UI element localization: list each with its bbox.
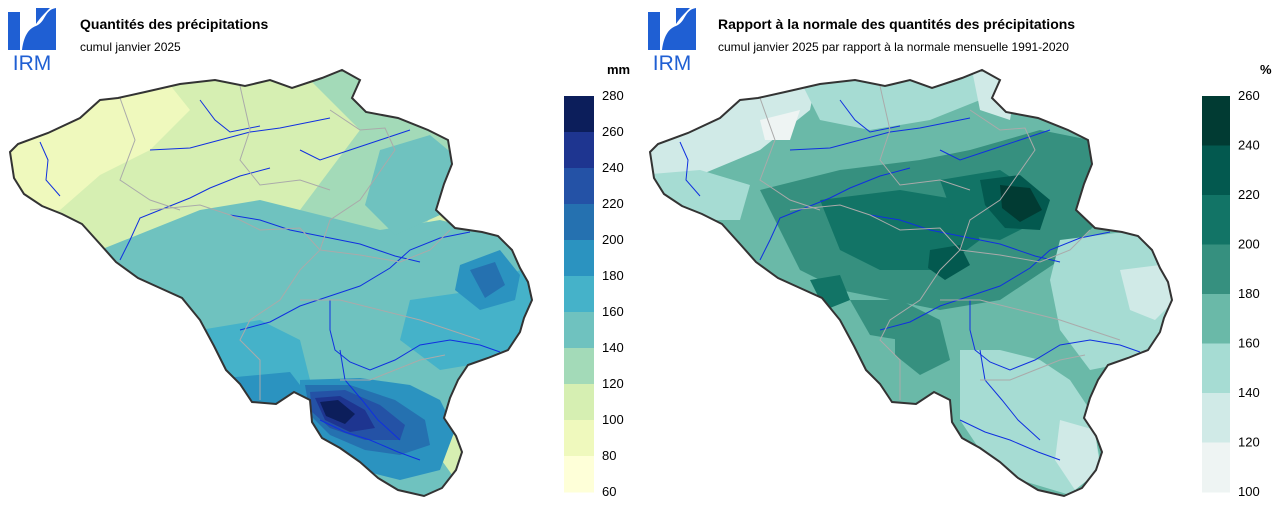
legend-swatch — [564, 348, 594, 385]
legend-tick-label: 260 — [1238, 88, 1260, 103]
legend-unit: mm — [607, 62, 631, 77]
legend-swatch — [564, 240, 594, 277]
irm-logo-text: IRM — [13, 52, 52, 72]
legend-tick-label: 280 — [602, 88, 624, 103]
legend: 280 260 240 220 200 180 160 140 120 100 80 60 — [564, 88, 624, 499]
legend-swatch — [1202, 442, 1230, 493]
legend-tick-label: 100 — [602, 412, 624, 427]
map-title: Rapport à la normale des quantités des p… — [718, 16, 1076, 32]
legend-tick-label: 140 — [1238, 385, 1260, 400]
legend-unit: % — [1260, 62, 1272, 77]
map-subtitle: cumul janvier 2025 par rapport à la norm… — [718, 40, 1069, 54]
ratio-map: 260 240 220 200 180 160 140 120 100 — [648, 68, 1260, 499]
irm-logo: IRM — [648, 8, 696, 72]
belgium-border — [8, 68, 534, 498]
legend-swatch — [1202, 393, 1230, 443]
legend-swatch — [564, 204, 594, 241]
legend-tick-label: 180 — [602, 268, 624, 283]
legend-swatch — [1202, 343, 1230, 394]
legend-swatch — [564, 384, 594, 421]
legend-tick-label: 240 — [1238, 138, 1260, 153]
legend-tick-label: 220 — [1238, 187, 1260, 202]
legend-swatch — [564, 420, 594, 457]
legend-tick-label: 100 — [1238, 484, 1260, 499]
legend-tick-label: 80 — [602, 448, 616, 463]
legend-swatch — [564, 168, 594, 205]
legend-tick-label: 60 — [602, 484, 616, 499]
legend-tick-label: 180 — [1238, 286, 1260, 301]
legend-tick-label: 200 — [602, 232, 624, 247]
legend-swatch — [564, 312, 594, 349]
legend: 260 240 220 200 180 160 140 120 100 — [1202, 88, 1260, 499]
legend-tick-label: 220 — [602, 196, 624, 211]
legend-swatch — [564, 132, 594, 169]
precipitation-map: 280 260 240 220 200 180 160 140 120 100 80 60 — [8, 68, 624, 499]
irm-logo: IRM — [8, 8, 56, 72]
legend-tick-label: 200 — [1238, 237, 1260, 252]
legend-swatch — [1202, 244, 1230, 295]
legend-swatch — [1202, 294, 1230, 344]
legend-tick-label: 160 — [602, 304, 624, 319]
legend-swatch — [564, 456, 594, 493]
legend-swatch — [1202, 96, 1230, 146]
map-subtitle: cumul janvier 2025 — [80, 40, 181, 54]
belgium-border — [648, 68, 1174, 498]
irm-logo-text: IRM — [653, 52, 692, 72]
ratio-panel: IRM Rapport à la normale des quantités d… — [640, 0, 1280, 507]
legend-tick-label: 140 — [602, 340, 624, 355]
legend-swatch — [1202, 195, 1230, 245]
legend-tick-label: 120 — [1238, 435, 1260, 450]
legend-tick-label: 120 — [602, 376, 624, 391]
legend-tick-label: 260 — [602, 124, 624, 139]
legend-swatch — [1202, 145, 1230, 196]
legend-swatch — [564, 96, 594, 133]
legend-tick-label: 160 — [1238, 336, 1260, 351]
legend-tick-label: 240 — [602, 160, 624, 175]
legend-swatch — [564, 276, 594, 313]
map-title: Quantités des précipitations — [80, 16, 269, 32]
precipitation-panel: IRM Quantités des précipitations cumul j… — [8, 8, 631, 499]
